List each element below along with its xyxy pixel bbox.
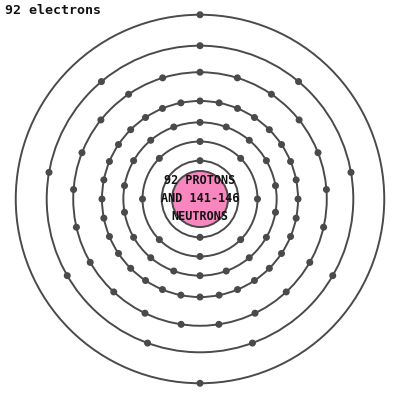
Circle shape [46,170,52,175]
Circle shape [295,196,301,202]
Circle shape [122,209,127,215]
Circle shape [266,265,272,271]
Circle shape [178,322,184,327]
Circle shape [288,159,293,164]
Circle shape [293,177,299,183]
Circle shape [122,183,127,189]
Circle shape [99,196,105,202]
Circle shape [324,187,329,192]
Circle shape [321,224,326,230]
Circle shape [131,158,136,164]
Circle shape [64,273,70,279]
Circle shape [171,124,176,130]
Circle shape [131,234,136,240]
Circle shape [197,119,203,125]
Circle shape [197,139,203,144]
Circle shape [178,293,184,298]
Circle shape [273,209,278,215]
Circle shape [128,265,134,271]
Circle shape [160,75,166,81]
Circle shape [216,293,222,298]
Circle shape [224,268,229,274]
Circle shape [284,289,289,295]
Circle shape [116,142,121,147]
Circle shape [273,183,278,189]
Circle shape [307,259,312,265]
Circle shape [197,294,203,300]
Circle shape [216,100,222,105]
Circle shape [197,380,203,386]
Circle shape [148,255,154,261]
Circle shape [140,196,145,202]
Circle shape [252,115,257,120]
Circle shape [101,177,107,183]
Circle shape [197,43,203,49]
Circle shape [238,237,244,242]
Circle shape [296,79,301,84]
Text: 92 PROTONS
AND 141-146
NEUTRONS: 92 PROTONS AND 141-146 NEUTRONS [161,174,239,224]
Circle shape [101,215,107,221]
Circle shape [79,150,85,156]
Circle shape [266,127,272,133]
Circle shape [178,100,184,105]
Circle shape [269,92,274,97]
Circle shape [348,170,354,175]
Circle shape [107,159,112,164]
Circle shape [315,150,321,156]
Circle shape [145,340,150,346]
Circle shape [128,127,134,133]
Circle shape [246,255,252,261]
Circle shape [235,105,240,111]
Circle shape [238,156,244,161]
Circle shape [288,234,293,239]
Circle shape [197,273,203,279]
Circle shape [197,234,203,240]
Circle shape [107,234,112,239]
Circle shape [330,273,336,279]
Circle shape [279,251,284,256]
Circle shape [111,289,116,295]
Circle shape [235,287,240,293]
Circle shape [224,124,229,130]
Circle shape [71,187,76,192]
Circle shape [296,117,302,123]
Circle shape [264,234,269,240]
Circle shape [143,115,148,120]
Circle shape [98,117,104,123]
Circle shape [197,158,203,164]
Circle shape [74,224,79,230]
Circle shape [142,310,148,316]
Circle shape [88,259,93,265]
Circle shape [197,254,203,259]
Circle shape [197,69,203,75]
Circle shape [148,137,154,143]
Circle shape [234,75,240,81]
Circle shape [197,98,203,104]
Circle shape [143,278,148,283]
Circle shape [116,251,121,256]
Circle shape [264,158,269,164]
Circle shape [252,278,257,283]
Circle shape [171,268,176,274]
Circle shape [246,137,252,143]
Circle shape [160,105,165,111]
Circle shape [156,237,162,242]
Circle shape [252,310,258,316]
Circle shape [160,287,165,293]
Circle shape [293,215,299,221]
Circle shape [172,171,228,227]
Circle shape [216,322,222,327]
Circle shape [255,196,260,202]
Circle shape [279,142,284,147]
Circle shape [126,92,131,97]
Circle shape [197,12,203,18]
Circle shape [250,340,255,346]
Text: 92 electrons: 92 electrons [5,4,101,17]
Circle shape [99,79,104,84]
Circle shape [156,156,162,161]
